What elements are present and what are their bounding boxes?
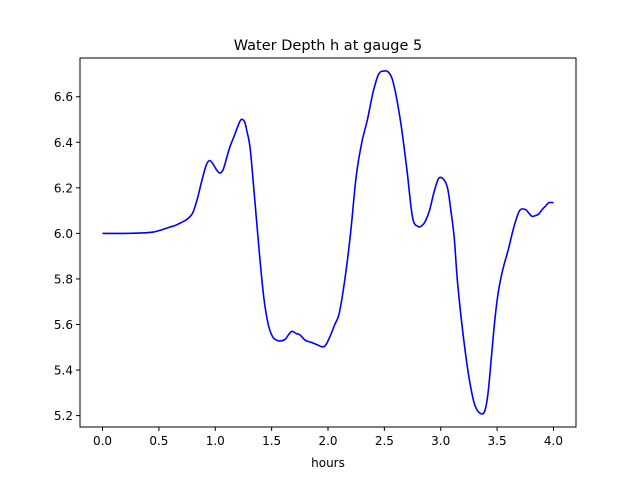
y-tick-label: 5.4	[54, 364, 73, 378]
x-tick-label: 4.0	[544, 434, 563, 448]
y-tick-label: 6.0	[54, 227, 73, 241]
chart-title: Water Depth h at gauge 5	[234, 38, 422, 54]
plot-area	[102, 69, 554, 415]
x-tick-label: 2.0	[318, 434, 337, 448]
y-tick-label: 6.6	[54, 90, 73, 104]
x-tick-label: 1.0	[206, 434, 225, 448]
y-axis: 5.2 5.4 5.6 5.8 6.0 6.2 6.4 6.6	[54, 90, 80, 423]
x-axis: 0.0 0.5 1.0 1.5 2.0 2.5 3.0 3.5 4.0	[93, 427, 563, 448]
series-line-0	[102, 69, 554, 415]
y-tick-label: 6.2	[54, 181, 73, 195]
x-tick-label: 1.5	[262, 434, 281, 448]
x-tick-label: 0.5	[149, 434, 168, 448]
x-tick-label: 0.0	[93, 434, 112, 448]
x-tick-label: 3.5	[488, 434, 507, 448]
y-tick-label: 5.2	[54, 409, 73, 423]
x-axis-label: hours	[311, 456, 345, 470]
x-tick-label: 3.0	[431, 434, 450, 448]
y-tick-label: 6.4	[54, 136, 73, 150]
axes-frame	[79, 57, 577, 428]
y-tick-label: 5.8	[54, 272, 73, 286]
x-tick-label: 2.5	[375, 434, 394, 448]
y-tick-label: 5.6	[54, 318, 73, 332]
